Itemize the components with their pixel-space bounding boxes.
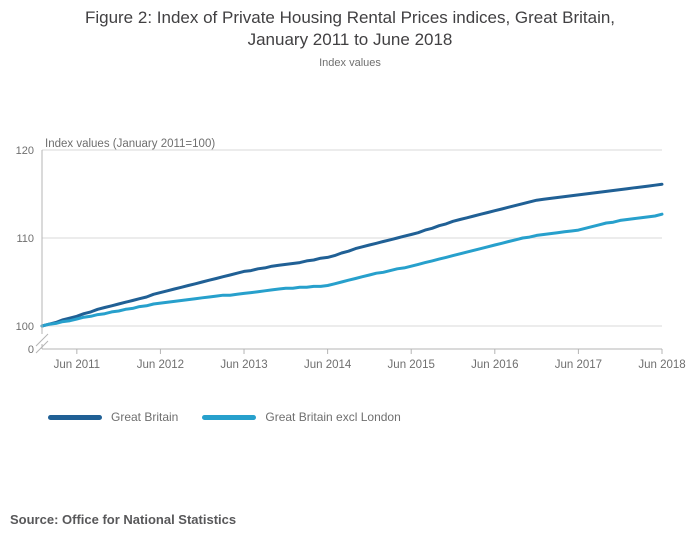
figure-title-line2: January 2011 to June 2018: [247, 30, 453, 49]
axes-layer: 120 110 100 0 Jun 2011 Jun 2012 Jun 2013 Jun 20…: [16, 145, 686, 371]
legend-label-great-britain: Great Britain: [111, 410, 179, 424]
legend-item-great-britain-excl-london: Great Britain excl London: [202, 410, 401, 424]
x-tick-label: Jun 2012: [137, 359, 184, 371]
series-line-great-britain: [40, 182, 664, 328]
axis-break-slash-1: [35, 333, 49, 347]
gridlines-layer: [42, 149, 662, 327]
series-layer: [40, 182, 664, 328]
x-tick-label: Jun 2013: [220, 359, 267, 371]
x-tick-label: Jun 2014: [304, 359, 352, 371]
legend-swatch-great-britain-excl-london: [202, 414, 257, 420]
y-tick-label-100: 100: [16, 321, 34, 333]
figure-title-line1: Figure 2: Index of Private Housing Renta…: [84, 8, 616, 27]
y-tick-label-zero: 0: [28, 344, 34, 356]
x-tick-label: Jun 2016: [471, 359, 518, 371]
legend: Great Britain Great Britain excl London: [48, 410, 401, 424]
legend-swatch-great-britain: [48, 414, 102, 420]
source-note: Source: Office for National Statistics: [10, 512, 237, 527]
y-tick-label-110: 110: [16, 233, 34, 245]
y-axis-title: Index values (January 2011=100): [45, 138, 215, 150]
axis-break-slash-2: [35, 340, 49, 354]
x-tick-label: Jun 2017: [555, 359, 602, 371]
figure-subtitle: Index values: [319, 57, 381, 69]
line-chart: Index values (January 2011=100) 120 110 10…: [16, 138, 686, 371]
x-tick-label: Jun 2011: [54, 359, 100, 371]
y-tick-label-120: 120: [16, 145, 34, 157]
legend-label-great-britain-excl-london: Great Britain excl London: [265, 410, 401, 424]
series-line-great-britain-excl-london: [40, 212, 664, 328]
x-tick-label: Jun 2015: [388, 359, 435, 371]
x-tick-label: Jun 2018: [638, 359, 685, 371]
figure-title: Figure 2: Index of Private Housing Renta…: [0, 7, 700, 51]
legend-item-great-britain: Great Britain: [48, 410, 178, 424]
